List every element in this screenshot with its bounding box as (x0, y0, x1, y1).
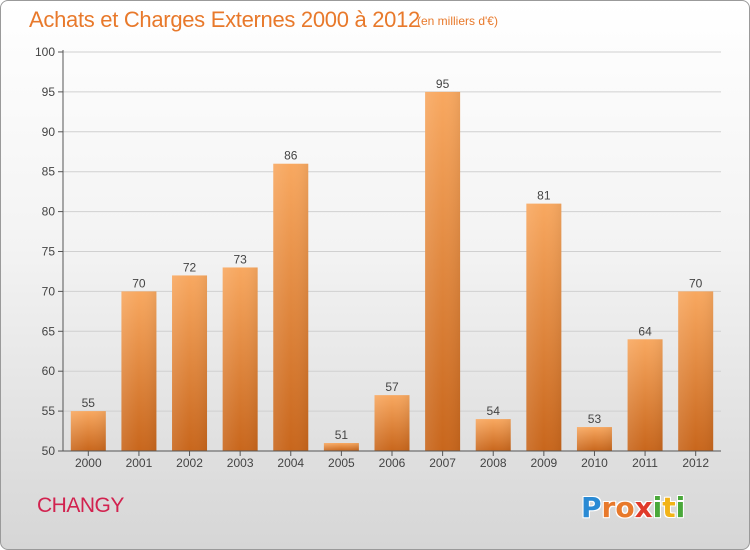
bar-value-label: 73 (233, 252, 247, 266)
bar-shine (425, 91, 461, 452)
bar-value-label: 70 (132, 276, 146, 290)
bar-shine (576, 427, 612, 451)
y-tick-label: 70 (42, 284, 56, 298)
bar-value-label: 95 (436, 77, 450, 91)
x-tick-label: 2010 (581, 456, 608, 470)
bar-shine (172, 275, 208, 451)
bar-shine (273, 163, 309, 451)
bar-shine (475, 419, 511, 451)
bar-shine (323, 443, 359, 451)
chart-subtitle: (en milliers d'€) (417, 14, 498, 28)
bar-value-label: 86 (284, 149, 298, 163)
bar-shine (374, 395, 410, 451)
x-tick-label: 2008 (480, 456, 507, 470)
chart-title: Achats et Charges Externes 2000 à 2012 (29, 7, 420, 32)
x-tick-label: 2000 (75, 456, 102, 470)
brand-letter: P (581, 491, 602, 524)
bar-value-label: 81 (537, 189, 551, 203)
bar-shine (222, 267, 258, 451)
brand-letter: r (601, 491, 616, 524)
brand-letter: i (652, 491, 663, 524)
bar-value-label: 51 (335, 428, 349, 442)
proxiti-logo: Proxiti (581, 491, 685, 524)
x-tick-label: 2012 (682, 456, 709, 470)
y-tick-label: 65 (42, 324, 56, 338)
y-tick-label: 80 (42, 205, 56, 219)
bar-shine (678, 291, 714, 451)
bar-shine (70, 411, 106, 451)
y-tick-label: 100 (35, 45, 55, 59)
commune-name: CHANGY (37, 494, 124, 517)
bar-value-label: 53 (588, 412, 602, 426)
y-tick-label: 95 (42, 85, 56, 99)
brand-letter: t (662, 491, 676, 524)
bar-value-label: 57 (385, 380, 399, 394)
bar-value-label: 72 (183, 260, 197, 274)
bar-value-label: 70 (689, 276, 703, 290)
x-tick-label: 2009 (530, 456, 557, 470)
y-tick-label: 90 (42, 125, 56, 139)
bar-value-label: 55 (82, 396, 96, 410)
bar-value-label: 54 (487, 404, 501, 418)
x-tick-label: 2005 (328, 456, 355, 470)
brand-letter: i (675, 491, 686, 524)
x-tick-label: 2003 (227, 456, 254, 470)
x-tick-label: 2004 (277, 456, 304, 470)
y-tick-label: 50 (42, 444, 56, 458)
y-tick-label: 75 (42, 245, 56, 259)
bar-value-label: 64 (638, 324, 652, 338)
bar-shine (121, 291, 157, 451)
x-tick-label: 2007 (429, 456, 456, 470)
x-tick-label: 2001 (126, 456, 153, 470)
y-tick-label: 55 (42, 404, 56, 418)
y-tick-label: 60 (42, 364, 56, 378)
bar-shine (627, 339, 663, 451)
x-tick-label: 2002 (176, 456, 203, 470)
y-tick-label: 85 (42, 165, 56, 179)
x-tick-label: 2006 (379, 456, 406, 470)
brand-letter: x (634, 491, 653, 524)
bar-shine (526, 203, 562, 451)
x-tick-label: 2011 (632, 456, 658, 470)
brand-letter: o (615, 491, 635, 524)
